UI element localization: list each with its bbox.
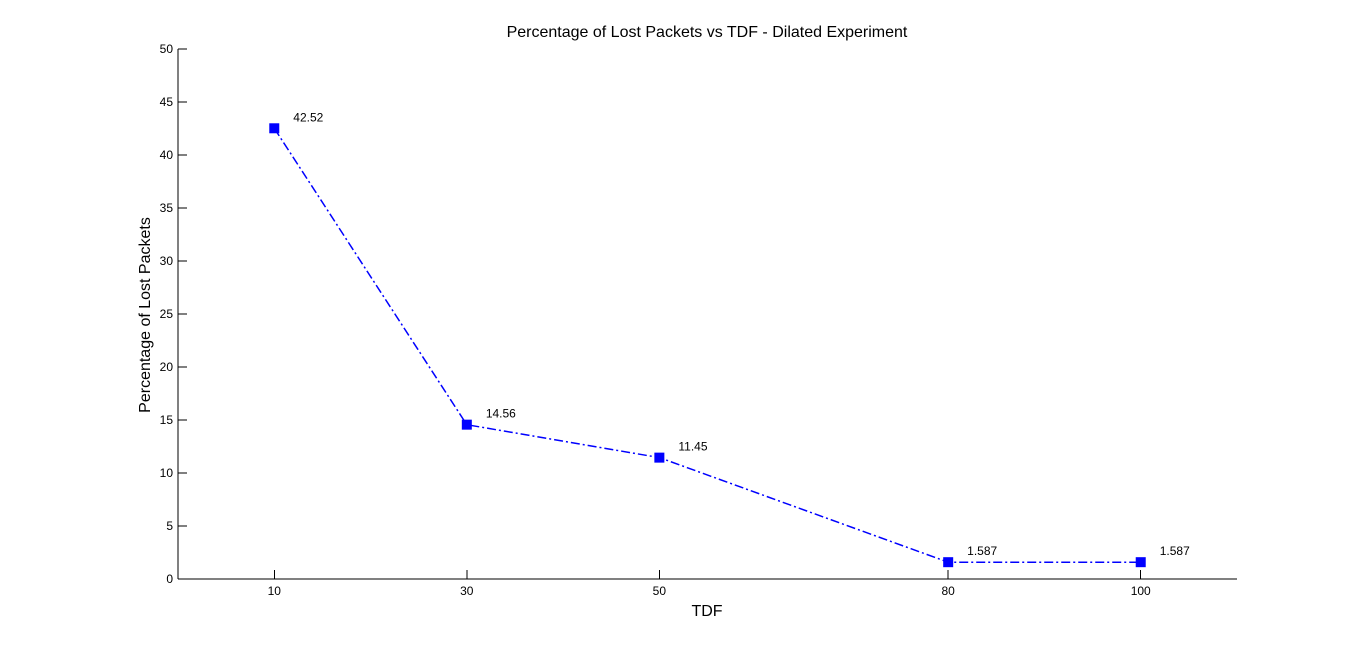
y-tick-label: 45 <box>160 95 174 109</box>
series-line <box>273 127 1141 563</box>
y-tick-label: 0 <box>166 572 173 586</box>
data-series: 42.52 14.56 11.45 1.587 1.587 <box>269 110 1190 568</box>
x-tick-label: 10 <box>268 584 282 598</box>
y-tick-label: 40 <box>160 148 174 162</box>
x-axis-ticks: 10 30 50 80 100 <box>268 570 1151 598</box>
y-tick-label: 5 <box>166 519 173 533</box>
x-tick-label: 50 <box>653 584 667 598</box>
x-tick-label: 30 <box>460 584 474 598</box>
data-label: 1.587 <box>1160 544 1190 558</box>
y-tick-label: 25 <box>160 307 174 321</box>
data-point <box>461 419 472 430</box>
x-tick-label: 80 <box>942 584 956 598</box>
data-label: 42.52 <box>293 110 323 124</box>
y-tick-label: 20 <box>160 360 174 374</box>
x-axis-title: TDF <box>691 603 722 620</box>
y-tick-label: 30 <box>160 254 174 268</box>
chart-title: Percentage of Lost Packets vs TDF - Dila… <box>507 24 908 41</box>
data-point <box>654 452 665 463</box>
y-axis-title: Percentage of Lost Packets <box>137 217 154 413</box>
data-label: 14.56 <box>486 407 516 421</box>
axes <box>177 49 1237 580</box>
data-point <box>269 123 280 134</box>
y-tick-label: 10 <box>160 466 174 480</box>
y-axis-ticks: 0 5 10 15 20 25 30 35 40 45 50 <box>160 42 187 586</box>
y-tick-label: 35 <box>160 201 174 215</box>
y-tick-label: 15 <box>160 413 174 427</box>
data-label: 1.587 <box>967 544 997 558</box>
data-point <box>943 557 954 568</box>
data-label: 11.45 <box>678 440 707 454</box>
data-point <box>1135 557 1146 568</box>
x-tick-label: 100 <box>1131 584 1151 598</box>
y-tick-label: 50 <box>160 42 174 56</box>
